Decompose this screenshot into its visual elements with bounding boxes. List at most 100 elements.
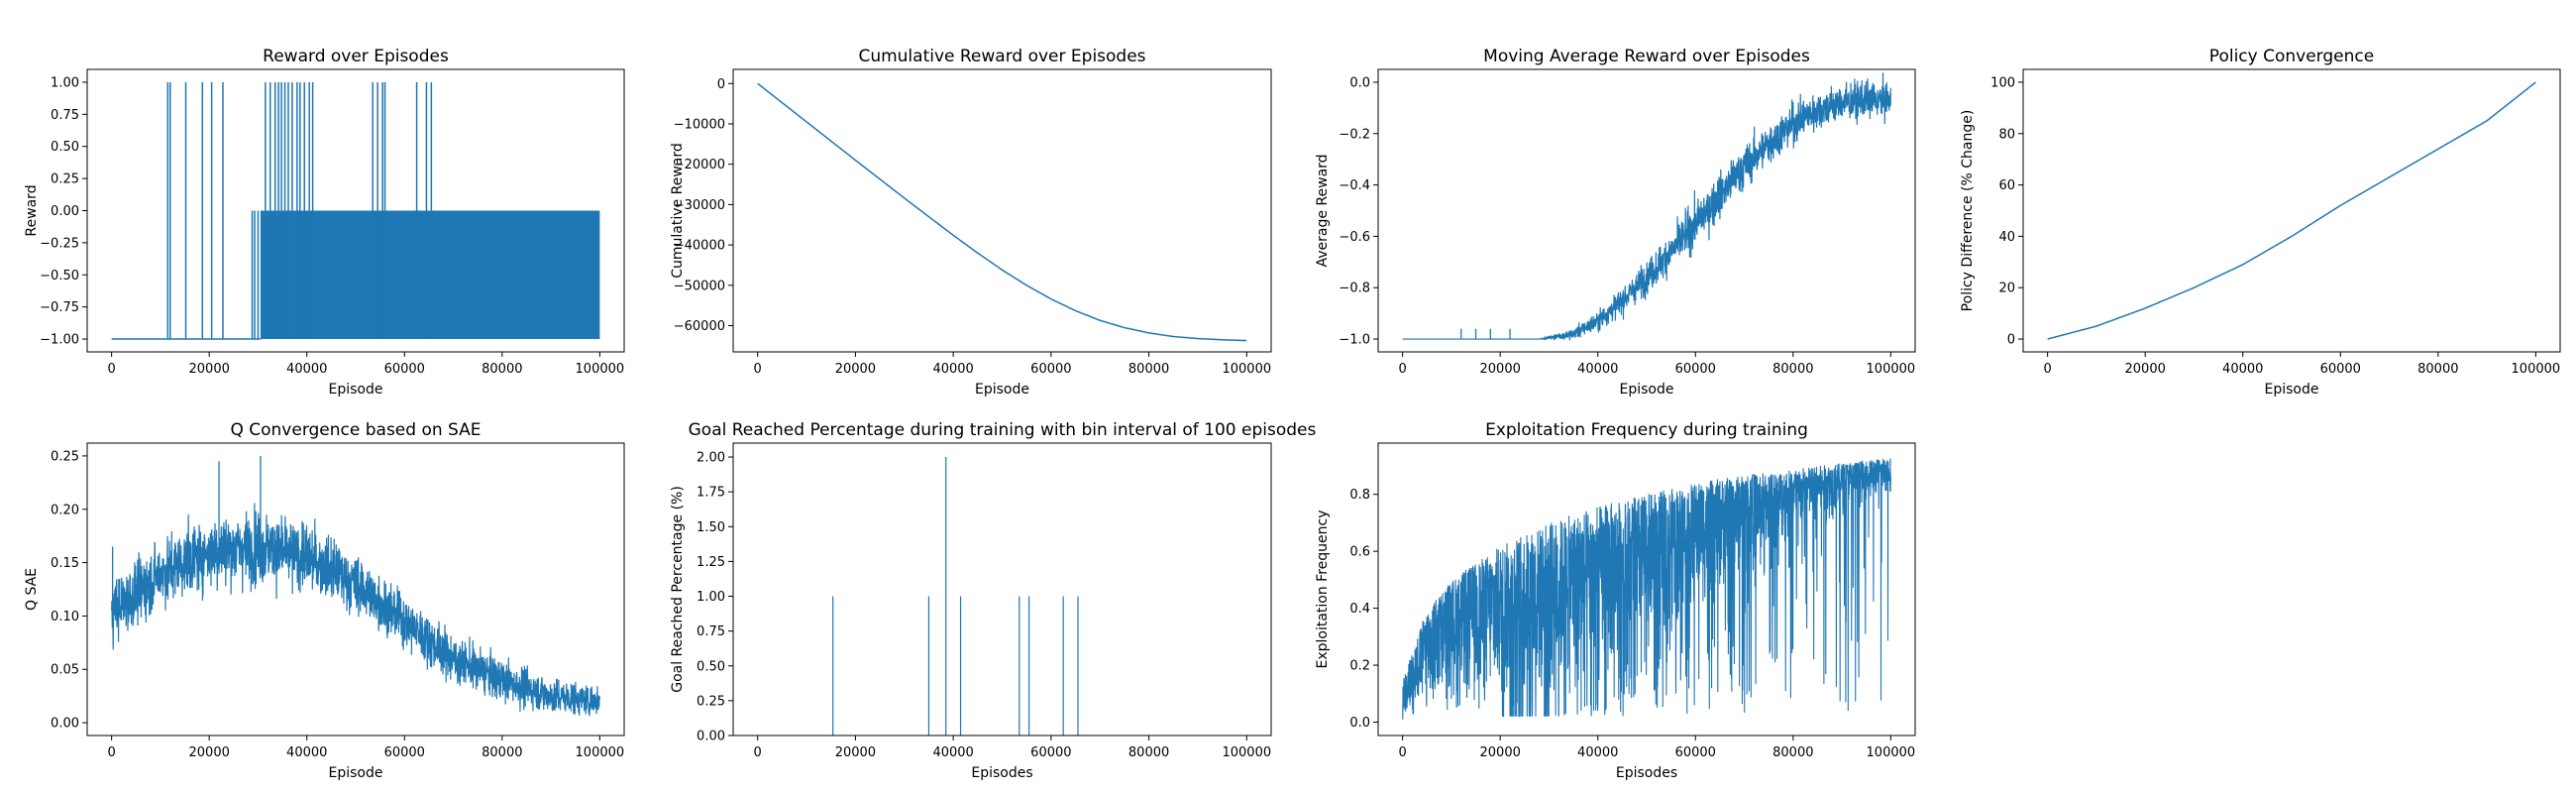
x-tick-label: 80000 <box>1772 362 1813 377</box>
y-tick-label: 20 <box>1998 282 2015 296</box>
x-tick-label: 100000 <box>576 745 625 760</box>
x-tick-label: 0 <box>1398 745 1406 760</box>
y-tick-label: 0.00 <box>51 717 79 732</box>
y-tick-label: −1.00 <box>40 333 79 348</box>
x-tick-label: 100000 <box>576 362 625 377</box>
x-tick-label: 0 <box>1398 362 1406 377</box>
plot-area <box>757 82 1247 342</box>
y-tick-label: −0.4 <box>1339 178 1370 193</box>
y-tick-label: 2.00 <box>697 451 725 466</box>
y-axis-label: Q SAE <box>24 568 40 611</box>
subplot-title: Moving Average Reward over Episodes <box>1483 47 1810 66</box>
x-axis-label: Episodes <box>971 765 1032 781</box>
y-tick-label: −30000 <box>674 198 725 213</box>
axes-frame <box>2022 68 2561 353</box>
x-tick-label: 60000 <box>1030 745 1071 760</box>
y-tick-label: −20000 <box>674 158 725 172</box>
x-tick-label: 40000 <box>932 745 973 760</box>
x-tick-label: 100000 <box>1867 362 1916 377</box>
y-tick-label: 0.00 <box>51 204 79 219</box>
x-axis-label: Episode <box>329 382 383 397</box>
x-tick-label: 20000 <box>1480 362 1521 377</box>
x-tick-label: 20000 <box>1480 745 1521 760</box>
y-tick-label: 1.50 <box>697 520 725 535</box>
plot-area <box>111 455 600 717</box>
series-line <box>111 503 600 717</box>
y-tick-label: 1.25 <box>697 555 725 570</box>
y-tick-label: 0.0 <box>1349 75 1370 90</box>
x-tick-label: 100000 <box>2512 362 2561 377</box>
x-tick-label: 60000 <box>1675 362 1716 377</box>
subplot-4: Policy Convergence Episode Policy Differen… <box>1960 47 2561 397</box>
subplot-1: Reward over Episodes Episode Reward 0 20000 4… <box>24 47 625 397</box>
x-tick-label: 0 <box>754 745 762 760</box>
x-tick-label: 80000 <box>482 745 522 760</box>
x-tick-label: 0 <box>107 362 115 377</box>
plot-area <box>832 457 1079 736</box>
y-tick-label: −40000 <box>674 239 725 254</box>
y-axis-label: Reward <box>24 184 40 236</box>
x-tick-label: 20000 <box>2125 362 2166 377</box>
axes-frame <box>732 68 1272 353</box>
subplot-6: Goal Reached Percentage during training … <box>670 420 1316 781</box>
y-tick-label: −0.6 <box>1339 230 1370 245</box>
axes-frame <box>86 442 625 736</box>
y-tick-label: 0.8 <box>1349 488 1370 503</box>
subplot-title: Goal Reached Percentage during training … <box>689 420 1317 440</box>
subplot-title: Q Convergence based on SAE <box>230 420 481 440</box>
x-tick-label: 40000 <box>286 362 327 377</box>
subplot-5: Q Convergence based on SAE Episode Q SAE 0 2… <box>24 420 625 781</box>
series-band <box>260 210 600 340</box>
y-tick-label: −0.50 <box>40 269 79 283</box>
y-tick-label: 0 <box>2007 333 2015 348</box>
y-tick-label: 1.75 <box>697 486 725 501</box>
x-axis-label: Episodes <box>1616 765 1677 781</box>
x-axis-label: Episode <box>1620 382 1674 397</box>
x-tick-label: 60000 <box>1675 745 1716 760</box>
x-tick-label: 60000 <box>1030 362 1071 377</box>
series-line <box>1402 72 1891 341</box>
x-tick-label: 80000 <box>1128 745 1169 760</box>
x-tick-label: 80000 <box>1128 362 1169 377</box>
y-tick-label: 0.00 <box>697 730 725 744</box>
y-tick-label: 0.50 <box>697 659 725 674</box>
x-tick-label: 0 <box>754 362 762 377</box>
x-axis-label: Episode <box>975 382 1029 397</box>
subplot-title: Policy Convergence <box>2209 47 2374 66</box>
x-tick-label: 40000 <box>2222 362 2263 377</box>
y-tick-label: 0.75 <box>697 624 725 639</box>
series-line <box>1402 458 1891 720</box>
axes-frame <box>86 68 625 353</box>
subplot-2: Cumulative Reward over Episodes Episode Cu… <box>670 47 1272 397</box>
y-tick-label: −1.0 <box>1339 333 1370 348</box>
x-tick-label: 0 <box>107 745 115 760</box>
x-tick-label: 80000 <box>482 362 522 377</box>
x-tick-label: 40000 <box>1577 362 1618 377</box>
subplot-3: Moving Average Reward over Episodes Episo… <box>1315 47 1916 397</box>
y-tick-label: 0.05 <box>51 663 79 678</box>
y-tick-label: 0.10 <box>51 610 79 624</box>
y-tick-label: −50000 <box>674 279 725 293</box>
x-tick-label: 20000 <box>189 362 230 377</box>
y-tick-label: 60 <box>1998 178 2015 193</box>
y-tick-label: −60000 <box>674 319 725 334</box>
series-line <box>2047 81 2536 340</box>
series-line <box>757 82 1247 342</box>
y-tick-label: −0.2 <box>1339 127 1370 142</box>
y-tick-label: 0.25 <box>697 694 725 709</box>
y-tick-label: −0.75 <box>40 300 79 315</box>
y-axis-label: Cumulative Reward <box>670 143 686 279</box>
y-axis-label: Exploitation Frequency <box>1315 510 1331 668</box>
y-tick-label: 0.50 <box>51 140 79 155</box>
y-tick-label: 0.15 <box>51 556 79 571</box>
y-tick-label: 1.00 <box>697 590 725 605</box>
x-tick-label: 80000 <box>1772 745 1813 760</box>
x-tick-label: 60000 <box>2320 362 2361 377</box>
y-tick-label: 0.0 <box>1349 716 1370 731</box>
x-tick-label: 100000 <box>1222 745 1271 760</box>
y-tick-label: 0.25 <box>51 449 79 464</box>
y-axis-label: Average Reward <box>1315 154 1331 267</box>
y-tick-label: 0.2 <box>1349 659 1370 674</box>
